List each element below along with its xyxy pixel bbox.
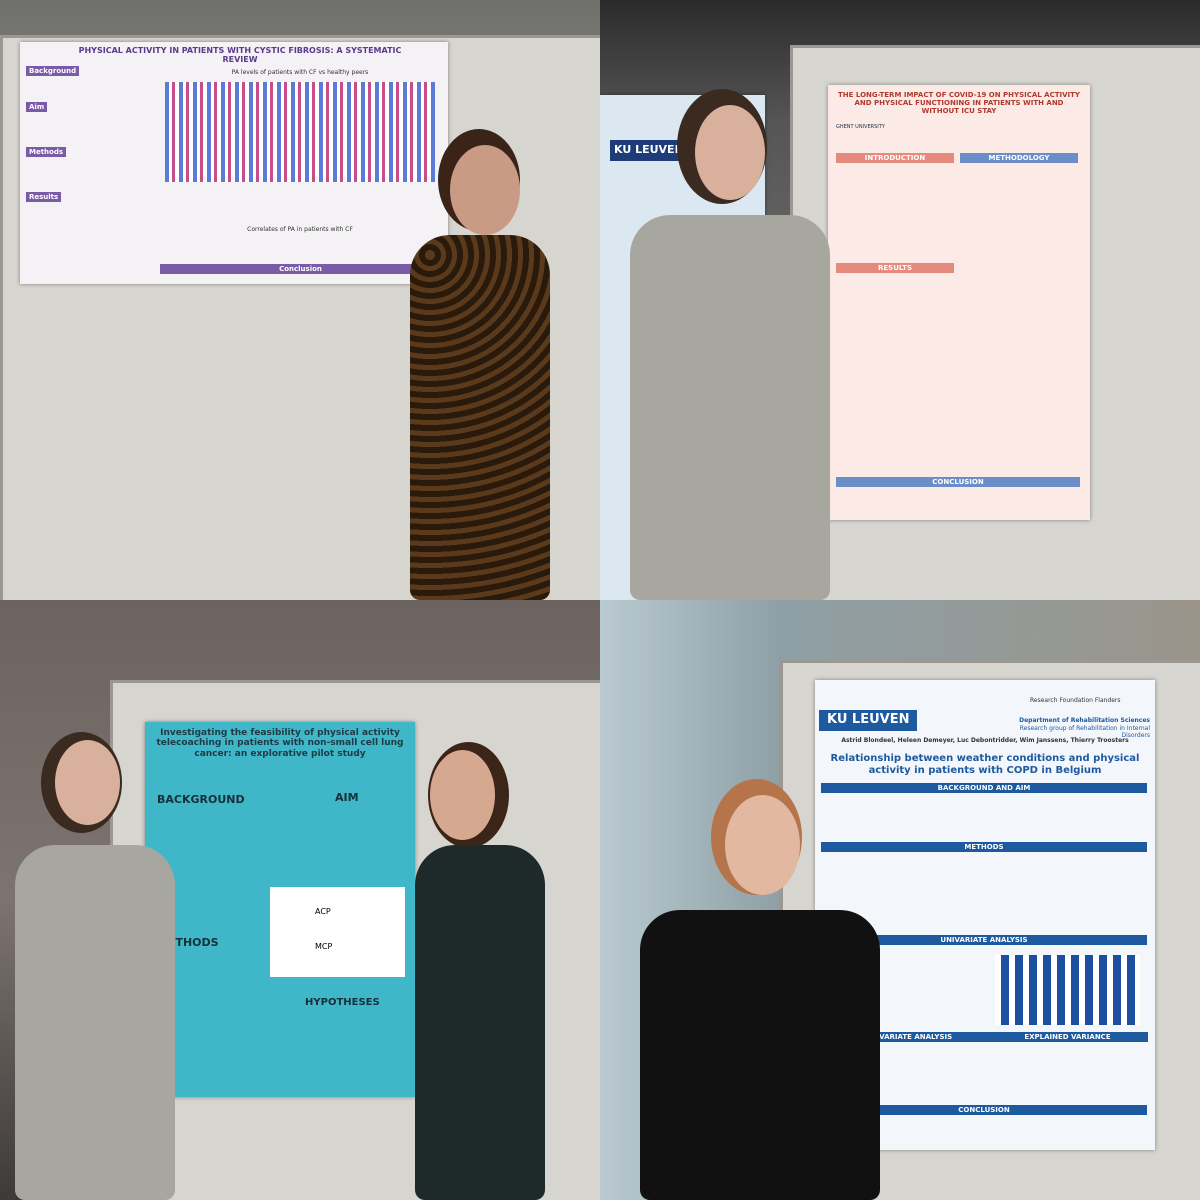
person bbox=[630, 215, 830, 600]
section-heading: UNIVARIATE ANALYSIS bbox=[821, 935, 1147, 945]
department: Department of Rehabilitation Sciences bbox=[1019, 717, 1150, 724]
bar-chart-image bbox=[165, 82, 435, 182]
section-heading: METHODS bbox=[821, 842, 1147, 852]
section-heading: Conclusion bbox=[160, 264, 441, 274]
logo-text: KU LEUVEN bbox=[610, 140, 688, 161]
photo-bottom-right: KU LEUVEN Research Foundation Flanders D… bbox=[600, 600, 1200, 1200]
section-heading: CONCLUSION bbox=[821, 1105, 1147, 1115]
bar-chart-image bbox=[995, 955, 1140, 1025]
person-head bbox=[55, 740, 120, 825]
authors: Astrid Blondeel, Heleen Demeyer, Luc Deb… bbox=[841, 737, 1129, 744]
section-heading: BACKGROUND AND AIM bbox=[821, 783, 1147, 793]
person bbox=[640, 910, 880, 1200]
section-heading: Background bbox=[26, 66, 80, 76]
section-heading: Aim bbox=[26, 102, 48, 112]
section-heading: METHODOLOGY bbox=[960, 153, 1078, 163]
section-heading: CONCLUSION bbox=[836, 477, 1080, 487]
photo-bottom-left: Investigating the feasibility of physica… bbox=[0, 600, 600, 1200]
chart-caption: Correlates of PA in patients with CF bbox=[247, 226, 353, 233]
section-heading: Methods bbox=[26, 147, 67, 157]
person bbox=[15, 845, 175, 1200]
person bbox=[410, 235, 550, 600]
section-heading: AIM bbox=[335, 791, 359, 804]
section-heading: MULTIVARIATE ANALYSIS bbox=[821, 1032, 987, 1042]
poster: KU LEUVEN Research Foundation Flanders D… bbox=[815, 680, 1155, 1150]
section-heading: INTRODUCTION bbox=[836, 153, 954, 163]
photo-top-left: PHYSICAL ACTIVITY IN PATIENTS WITH CYSTI… bbox=[0, 0, 600, 600]
person bbox=[415, 845, 545, 1200]
logo-text: GHENT UNIVERSITY bbox=[836, 124, 885, 130]
poster-title: Relationship between weather conditions … bbox=[830, 753, 1140, 776]
poster-title: THE LONG-TERM IMPACT OF COVID-19 ON PHYS… bbox=[838, 91, 1080, 116]
poster: Investigating the feasibility of physica… bbox=[145, 722, 415, 1097]
person-head bbox=[450, 145, 520, 235]
logo-text: KU LEUVEN bbox=[819, 710, 918, 731]
section-heading: EXPLAINED VARIANCE bbox=[987, 1032, 1148, 1042]
poster-title: PHYSICAL ACTIVITY IN PATIENTS WITH CYSTI… bbox=[78, 46, 402, 65]
section-heading: BACKGROUND bbox=[157, 793, 245, 806]
poster: PHYSICAL ACTIVITY IN PATIENTS WITH CYSTI… bbox=[20, 42, 448, 284]
poster-title: Investigating the feasibility of physica… bbox=[156, 728, 404, 759]
section-heading: Results bbox=[26, 192, 62, 202]
section-heading: RESULTS bbox=[836, 263, 954, 273]
photo-top-right: KU LEUVEN THE LONG-TERM IMPACT OF COVID-… bbox=[600, 0, 1200, 600]
person-head bbox=[725, 795, 800, 895]
logo-text: Research Foundation Flanders bbox=[1030, 697, 1121, 704]
chart-caption: PA levels of patients with CF vs healthy… bbox=[231, 69, 369, 76]
poster: THE LONG-TERM IMPACT OF COVID-19 ON PHYS… bbox=[828, 85, 1090, 520]
research-group: Research group of Rehabilitation in Inte… bbox=[1019, 725, 1150, 739]
person-head bbox=[695, 105, 765, 200]
section-heading: HYPOTHESES bbox=[305, 997, 380, 1008]
diagram-label: MCP bbox=[315, 942, 333, 951]
diagram-label: ACP bbox=[315, 907, 331, 916]
diagram-box: ACP MCP bbox=[270, 887, 405, 977]
person-head bbox=[430, 750, 495, 840]
